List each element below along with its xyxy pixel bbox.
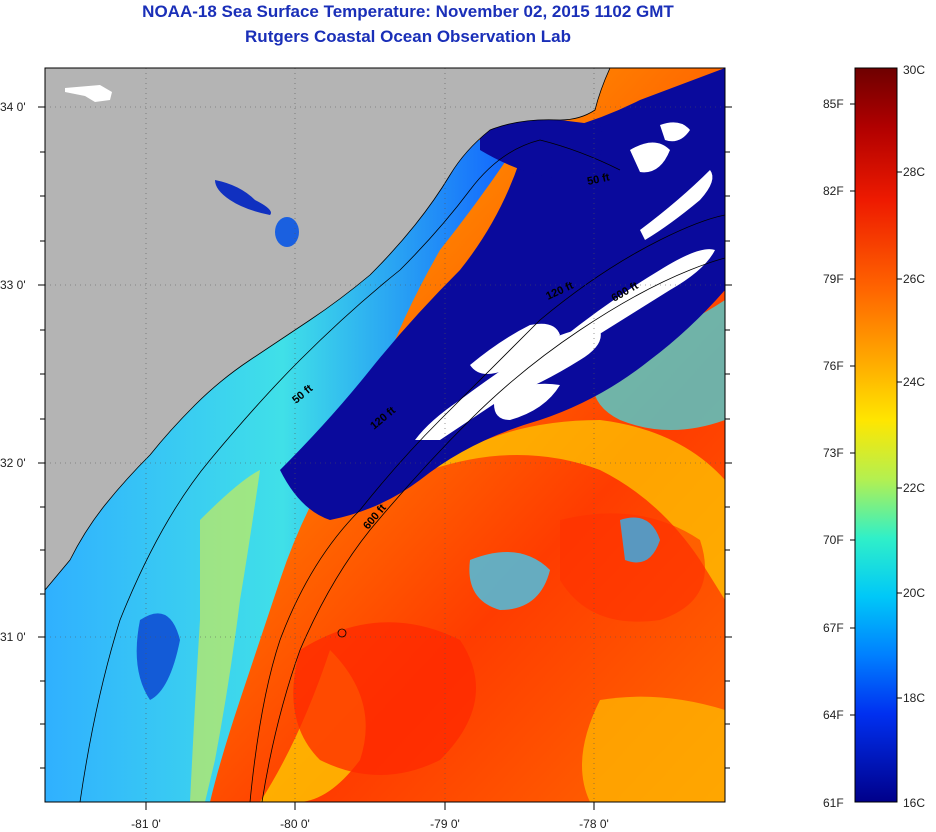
colorbar-c-24: 24C [903, 375, 925, 389]
colorbar-f-67: 67F [823, 621, 844, 635]
colorbar-f-61: 61F [823, 796, 844, 810]
lat-label-33: 33 0' [0, 278, 26, 292]
lon-label-80: -80 0' [280, 817, 310, 831]
lake [215, 180, 271, 215]
isobath-600ft-line [261, 257, 725, 802]
cloud-patch-land [65, 85, 112, 102]
axis-ticks [38, 106, 732, 810]
colorbar-c-16: 16C [903, 796, 925, 810]
map-title: NOAA-18 Sea Surface Temperature: Novembe… [142, 2, 674, 21]
colorbar-f-70: 70F [823, 533, 844, 547]
lake-marion [275, 217, 299, 247]
cold-water-region [280, 68, 725, 520]
colorbar-f-73: 73F [823, 446, 844, 460]
graticule [45, 68, 725, 802]
map-subtitle: Rutgers Coastal Ocean Observation Lab [245, 27, 571, 46]
colorbar-gradient [855, 68, 897, 802]
lat-label-31: 31 0' [0, 630, 26, 644]
colorbar-c-22: 22C [903, 481, 925, 495]
colorbar-c-28: 28C [903, 165, 925, 179]
isobath-50ft-line [79, 139, 621, 802]
colorbar-f-76: 76F [823, 359, 844, 373]
colorbar-c-20: 20C [903, 586, 925, 600]
colorbar-c-18: 18C [903, 691, 925, 705]
map-frame [44, 67, 726, 803]
colorbar-c-30: 30C [903, 63, 925, 77]
contour-label-50ft-north: 50 ft [586, 171, 611, 188]
colorbar-f-64: 64F [823, 708, 844, 722]
colorbar-f-82: 82F [823, 184, 844, 198]
colorbar-c-26: 26C [903, 272, 925, 286]
lon-label-78: -78 0' [579, 817, 609, 831]
colorbar-f-85: 85F [823, 97, 844, 111]
colorbar: 85F 82F 79F 76F 73F 70F 67F 64F 61F 30C … [823, 63, 925, 810]
lon-label-81: -81 0' [131, 817, 161, 831]
coastline [45, 68, 611, 591]
isobath-120ft-line [249, 214, 725, 802]
land-mass [45, 68, 610, 590]
colorbar-f-79: 79F [823, 272, 844, 286]
lat-label-34: 34 0' [0, 100, 26, 114]
lat-label-32: 32 0' [0, 456, 26, 470]
lon-label-79: -79 0' [430, 817, 460, 831]
